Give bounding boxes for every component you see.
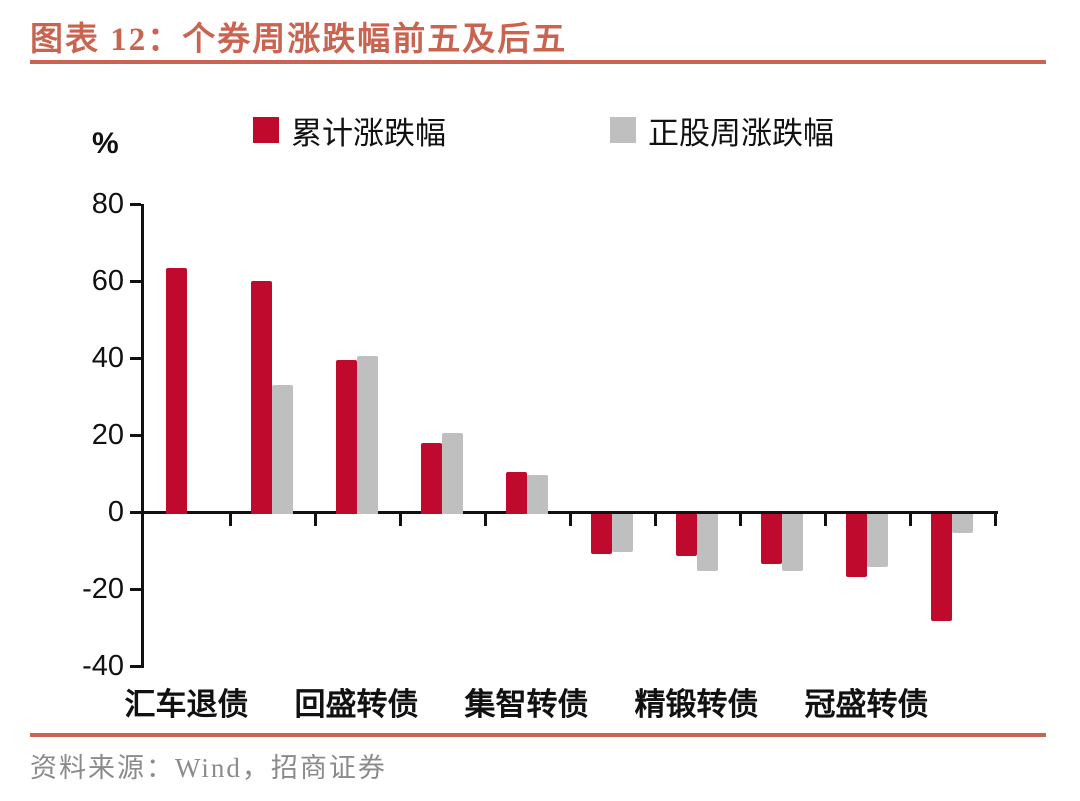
x-axis-tick: [994, 513, 997, 526]
x-axis-tick: [824, 513, 827, 526]
x-axis-tick: [739, 513, 742, 526]
x-axis-category-label: 回盛转债: [294, 687, 419, 722]
x-axis-category-label: 汇车退债: [124, 687, 249, 722]
y-axis-tick: [130, 279, 141, 283]
y-axis-tick: [130, 202, 141, 206]
bar-stock-weekly-change: [441, 433, 463, 514]
y-axis-unit-label: %: [92, 127, 119, 160]
legend-label-stock-weekly-change: 正股周涨跌幅: [648, 115, 834, 151]
bar-cumulative-change: [760, 513, 782, 564]
y-axis-tick: [130, 510, 141, 514]
bar-cumulative-change: [250, 281, 272, 514]
y-axis-line: [141, 204, 144, 668]
bar-stock-weekly-change: [356, 356, 378, 514]
bar-stock-weekly-change: [526, 475, 548, 514]
y-axis-tick-label: 0: [107, 495, 124, 528]
legend-swatch-gray-icon: [610, 117, 636, 143]
footer-divider: [30, 733, 1046, 737]
legend-label-cumulative-change: 累计涨跌幅: [291, 115, 446, 151]
bar-stock-weekly-change: [951, 513, 973, 533]
y-axis-tick-label: 40: [91, 341, 124, 374]
x-axis-category-label: 精锻转债: [634, 687, 759, 722]
legend-item-cumulative-change: 累计涨跌幅: [253, 115, 446, 151]
x-axis-category-label: 集智转债: [464, 687, 589, 722]
bar-stock-weekly-change: [696, 513, 718, 572]
x-axis-tick: [399, 513, 402, 526]
y-axis-tick-label: -40: [82, 649, 124, 682]
bar-stock-weekly-change: [866, 513, 888, 568]
y-axis-tick: [130, 664, 141, 668]
bar-stock-weekly-change: [611, 513, 633, 552]
bar-cumulative-change: [845, 513, 867, 578]
x-axis-line: [144, 510, 998, 514]
x-axis-tick: [229, 513, 232, 526]
x-axis-tick: [314, 513, 317, 526]
legend-item-stock-weekly-change: 正股周涨跌幅: [610, 115, 834, 151]
x-axis-tick: [569, 513, 572, 526]
legend-swatch-red-icon: [253, 117, 279, 143]
bar-cumulative-change: [590, 513, 612, 554]
bar-cumulative-change: [420, 442, 442, 514]
bar-cumulative-change: [335, 359, 357, 514]
x-axis-tick: [484, 513, 487, 526]
bar-cumulative-change: [505, 471, 527, 514]
title-divider: [30, 60, 1046, 64]
y-axis-tick-label: -20: [82, 572, 124, 605]
figure-title: 图表 12：个券周涨跌幅前五及后五: [30, 22, 568, 58]
x-axis-tick: [654, 513, 657, 526]
y-axis-tick: [130, 587, 141, 591]
bar-cumulative-change: [930, 513, 952, 622]
y-axis-tick-label: 60: [91, 264, 124, 297]
bar-stock-weekly-change: [271, 384, 293, 514]
x-axis-category-label: 冠盛转债: [804, 687, 929, 722]
y-axis-tick: [130, 433, 141, 437]
bar-stock-weekly-change: [781, 513, 803, 572]
x-axis-tick: [909, 513, 912, 526]
bar-cumulative-change: [165, 267, 187, 514]
y-axis-tick-label: 20: [91, 418, 124, 451]
bar-cumulative-change: [675, 513, 697, 556]
y-axis-tick: [130, 356, 141, 360]
y-axis-tick-label: 80: [91, 187, 124, 220]
source-note: 资料来源：Wind，招商证券: [30, 753, 387, 783]
